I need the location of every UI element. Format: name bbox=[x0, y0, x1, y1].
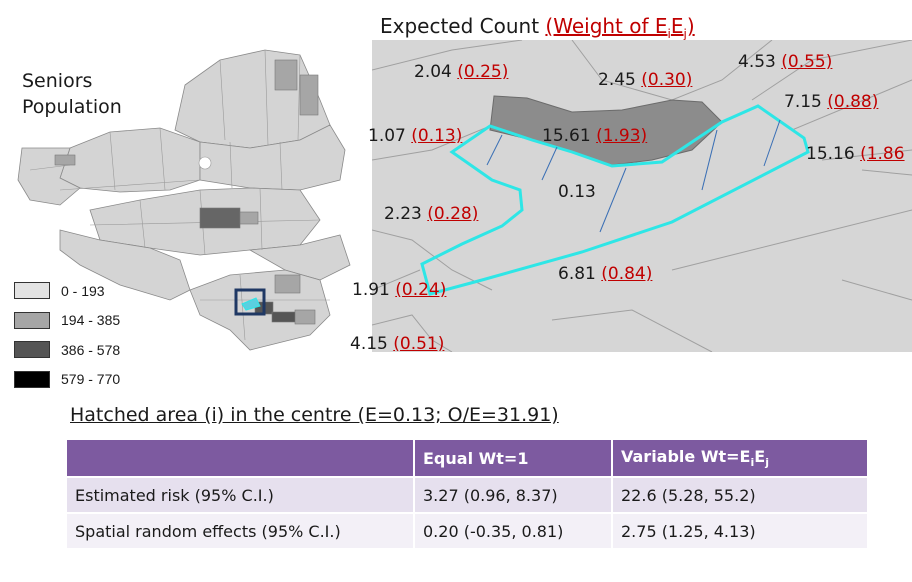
zoomed-detail-map bbox=[372, 40, 912, 352]
legend-swatch bbox=[14, 282, 50, 300]
cell-equal: 0.20 (-0.35, 0.81) bbox=[414, 513, 613, 548]
legend-swatch bbox=[14, 341, 50, 359]
cell-variable: 2.75 (1.25, 4.13) bbox=[612, 513, 867, 548]
map-tract-dark bbox=[271, 311, 298, 323]
map-tract-medium bbox=[299, 74, 319, 116]
header-equal-wt: Equal Wt=1 bbox=[414, 440, 613, 477]
area-label-2-45: 2.45 (0.30) bbox=[598, 70, 693, 90]
results-table: Equal Wt=1 Variable Wt=EiEj Estimated ri… bbox=[67, 440, 867, 548]
legend-item: 0 - 193 bbox=[14, 276, 120, 306]
area-label-1-91: 1.91 (0.24) bbox=[352, 280, 447, 300]
map-region-northwest bbox=[59, 127, 201, 193]
hatched-area-subtitle: Hatched area (i) in the centre (E=0.13; … bbox=[70, 404, 559, 426]
table-row: Spatial random effects (95% C.I.) 0.20 (… bbox=[67, 513, 867, 548]
highlight-boundary bbox=[420, 104, 810, 296]
map-region-southwest bbox=[59, 229, 191, 301]
table-row: Estimated risk (95% C.I.) 3.27 (0.96, 8.… bbox=[67, 477, 867, 513]
map-region-north-central bbox=[199, 124, 346, 191]
header-blank bbox=[67, 440, 415, 477]
legend-item: 194 - 385 bbox=[14, 306, 120, 336]
map-tract-dark bbox=[199, 207, 241, 229]
map-legend: 0 - 193 194 - 385 386 - 578 579 - 770 bbox=[14, 276, 120, 394]
expected-count-title: Expected Count (Weight of EiEj) bbox=[380, 14, 695, 41]
map-tract-medium bbox=[274, 274, 301, 294]
area-label-0-13: 0.13 bbox=[558, 182, 596, 202]
map-tract-medium bbox=[54, 154, 76, 166]
area-label-15-61: 15.61 (1.93) bbox=[542, 126, 648, 146]
map-title: Seniors Population bbox=[22, 70, 122, 118]
cell-equal: 3.27 (0.96, 8.37) bbox=[414, 477, 613, 513]
area-label-4-53: 4.53 (0.55) bbox=[738, 52, 833, 72]
area-label-1-07: 1.07 (0.13) bbox=[368, 126, 463, 146]
legend-swatch bbox=[14, 370, 50, 388]
map-tract-medium bbox=[294, 309, 316, 325]
map-highlight-area bbox=[241, 297, 261, 311]
area-label-2-23: 2.23 (0.28) bbox=[384, 204, 479, 224]
map-tract-medium bbox=[274, 59, 298, 91]
area-label-7-15: 7.15 (0.88) bbox=[784, 92, 879, 112]
header-variable-wt: Variable Wt=EiEj bbox=[612, 440, 867, 477]
row-label: Estimated risk (95% C.I.) bbox=[67, 477, 415, 513]
area-label-4-15: 4.15 (0.51) bbox=[350, 334, 445, 354]
map-highlight-box bbox=[234, 288, 266, 316]
legend-item: 386 - 578 bbox=[14, 335, 120, 365]
row-label: Spatial random effects (95% C.I.) bbox=[67, 513, 415, 548]
cell-variable: 22.6 (5.28, 55.2) bbox=[612, 477, 867, 513]
map-tract-medium bbox=[239, 211, 259, 225]
legend-item: 579 - 770 bbox=[14, 365, 120, 395]
legend-swatch bbox=[14, 311, 50, 329]
seniors-population-map bbox=[17, 49, 351, 351]
area-label-2-04: 2.04 (0.25) bbox=[414, 62, 509, 82]
area-label-15-16: 15.16 (1.86 bbox=[806, 144, 905, 164]
area-label-6-81: 6.81 (0.84) bbox=[558, 264, 653, 284]
table-header-row: Equal Wt=1 Variable Wt=EiEj bbox=[67, 440, 867, 477]
